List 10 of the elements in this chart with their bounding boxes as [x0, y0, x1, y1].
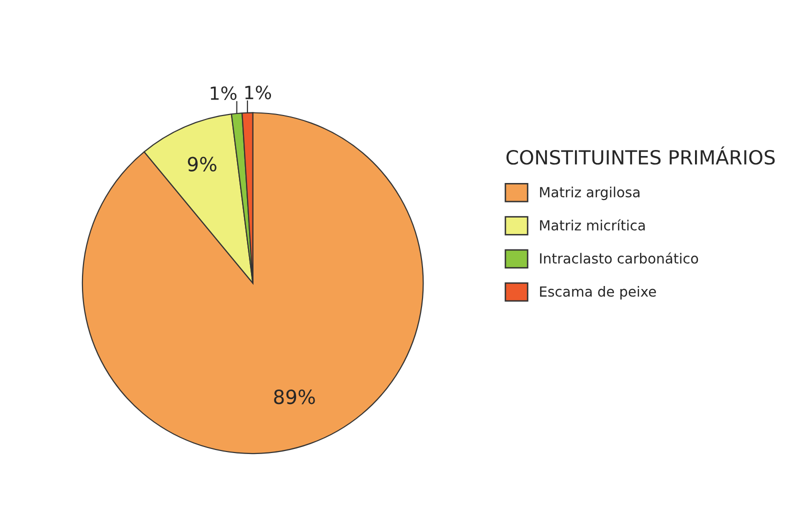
data-label: 9% — [188, 156, 216, 172]
data-label: 1% — [210, 86, 236, 100]
pie-slice — [82, 112, 424, 454]
legend-label: Matriz argilosa — [540, 186, 640, 200]
legend-label: Escama de peixe — [540, 286, 656, 300]
data-label: 1% — [245, 86, 272, 100]
legend-label: Matriz micrítica — [540, 219, 645, 231]
legend-label: Intraclasto carbonático — [540, 252, 698, 264]
data-label: 89% — [274, 390, 315, 404]
legend-title: CONSTITUINTES PRIMÁRIOS — [506, 146, 775, 165]
